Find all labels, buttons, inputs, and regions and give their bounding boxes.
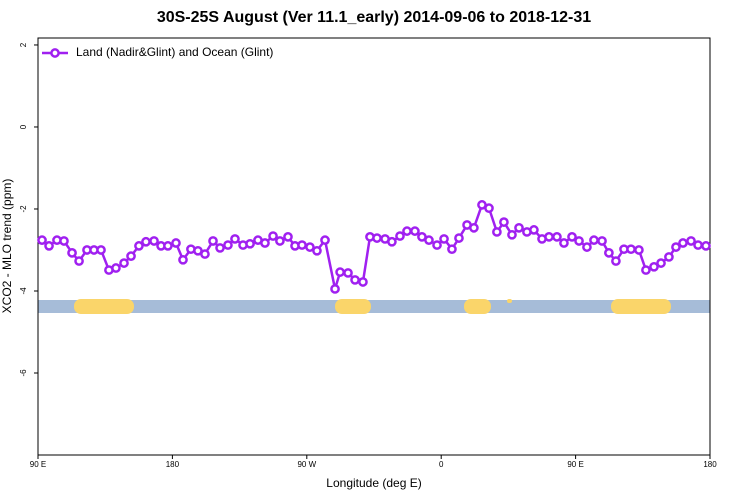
data-point [358, 277, 368, 287]
data-point [215, 243, 225, 253]
land-patch [507, 299, 512, 303]
data-point [574, 236, 584, 246]
x-tick-label: 180 [166, 460, 180, 469]
data-point [664, 252, 674, 262]
x-tick-label: 90 E [30, 460, 46, 469]
data-point [693, 240, 703, 250]
data-point [567, 232, 577, 242]
data-point [678, 238, 688, 248]
data-point [37, 235, 47, 245]
data-point [149, 236, 159, 246]
y-tick-label: -2 [19, 205, 28, 213]
y-axis-title: XCO2 - MLO trend (ppm) [0, 179, 14, 314]
data-point [283, 232, 293, 242]
data-point [275, 236, 285, 246]
data-point [424, 235, 434, 245]
data-point [701, 241, 711, 251]
land-patch [611, 299, 671, 314]
data-point [312, 245, 322, 256]
data-point [134, 241, 144, 251]
data-point [335, 267, 345, 277]
data-point [544, 232, 554, 242]
data-point [305, 242, 315, 252]
data-point [604, 248, 614, 258]
data-point [529, 225, 539, 235]
land-patch [464, 299, 491, 314]
data-point [260, 238, 270, 248]
data-point [44, 241, 54, 251]
data-point [208, 236, 218, 246]
data-point [432, 240, 442, 250]
land-ocean-strip [38, 299, 710, 314]
data-point [59, 236, 69, 246]
data-point [582, 242, 592, 252]
data-point [372, 233, 382, 243]
data-point [387, 236, 397, 247]
data-point [507, 229, 517, 240]
data-point [330, 284, 340, 294]
data-point [245, 238, 255, 249]
data-point [499, 217, 509, 227]
data-point [626, 244, 636, 255]
land-patch [74, 299, 134, 314]
data-point [671, 242, 681, 252]
data-point [611, 256, 621, 266]
ocean-band [38, 300, 710, 313]
data-point [163, 241, 173, 251]
data-point [589, 235, 599, 245]
x-tick-label: 180 [703, 460, 717, 469]
legend-marker [50, 48, 60, 58]
data-point [111, 263, 121, 273]
data-point [484, 203, 494, 214]
data-point [200, 249, 210, 259]
y-tick-label: -4 [19, 287, 28, 295]
data-point [223, 240, 233, 250]
x-tick-label: 90 E [567, 460, 583, 469]
data-point [350, 275, 360, 285]
data-point [126, 251, 136, 261]
data-point [67, 248, 77, 258]
data-point [641, 265, 651, 275]
data-point [402, 226, 412, 236]
x-tick-label: 0 [439, 460, 444, 469]
data-point [395, 231, 405, 241]
data-point [119, 258, 129, 268]
data-point [439, 234, 449, 244]
data-point [656, 258, 666, 268]
data-point [230, 234, 240, 244]
data-point [74, 256, 84, 266]
data-point [469, 222, 479, 233]
data-point [320, 235, 330, 245]
data-point [686, 236, 696, 246]
y-tick-label: 2 [19, 42, 28, 47]
x-tick-label: 90 W [297, 460, 316, 469]
data-point [343, 268, 353, 278]
data-point [141, 236, 151, 247]
data-point [171, 238, 181, 248]
y-tick-label: -6 [19, 369, 28, 377]
data-point [268, 231, 278, 241]
data-point [559, 238, 569, 248]
data-point [514, 222, 524, 233]
data-point [178, 254, 188, 265]
data-point [297, 240, 307, 250]
land-patch [335, 299, 371, 314]
data-point [454, 233, 464, 243]
chart-title: 30S-25S August (Ver 11.1_early) 2014-09-… [157, 9, 591, 26]
data-point [447, 244, 457, 255]
data-point [96, 245, 106, 255]
data-point [410, 226, 420, 236]
legend-label: Land (Nadir&Glint) and Ocean (Glint) [76, 45, 273, 59]
data-point [634, 245, 644, 255]
data-point [649, 261, 659, 272]
data-point [552, 232, 562, 242]
x-axis-title: Longitude (deg E) [326, 476, 421, 490]
y-tick-label: 0 [19, 124, 28, 129]
data-point [597, 236, 607, 246]
data-point [492, 227, 502, 237]
